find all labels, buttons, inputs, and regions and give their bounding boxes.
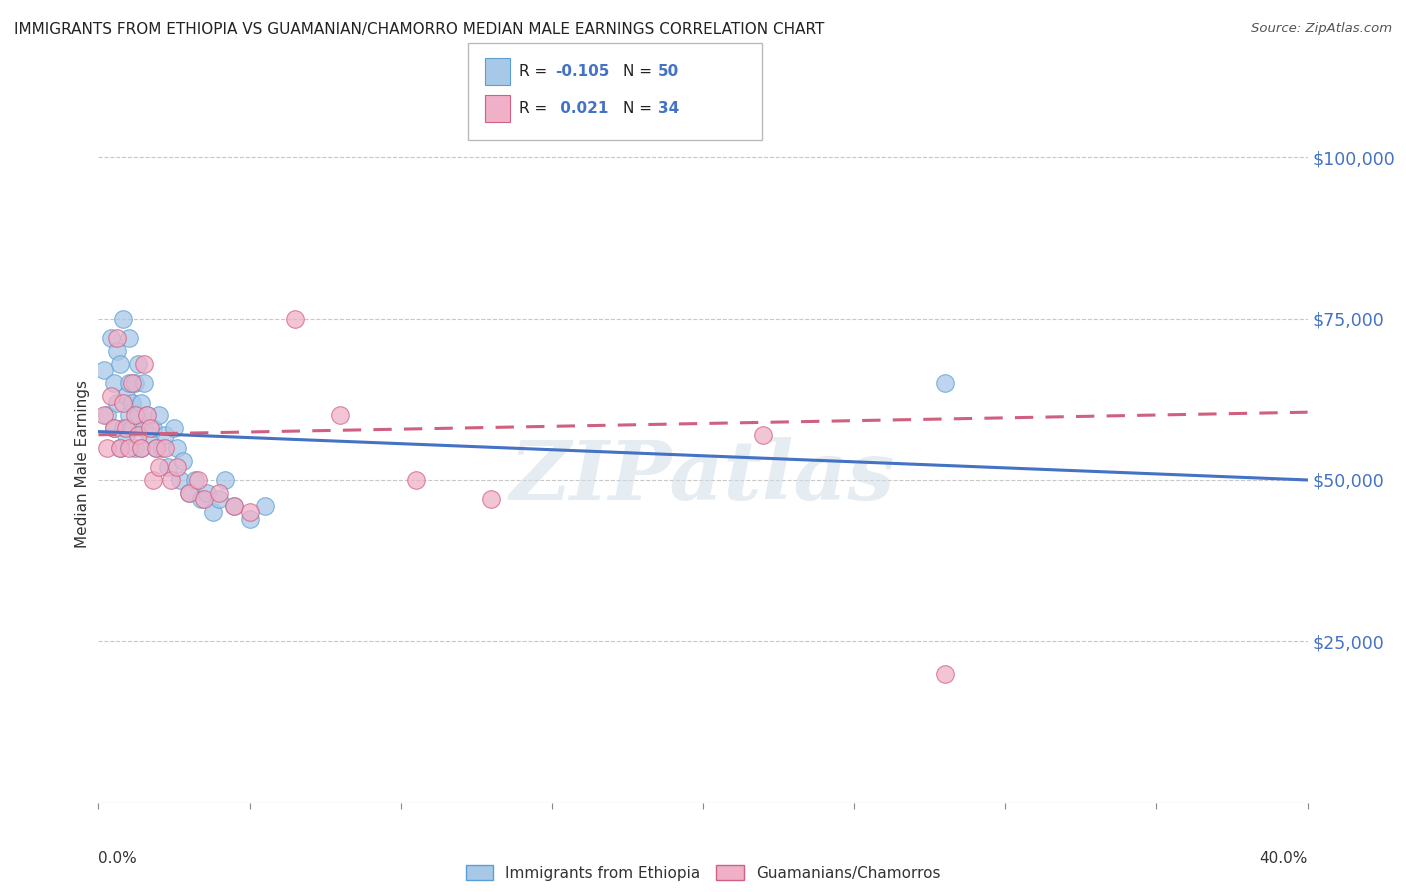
Point xyxy=(934,376,956,391)
Point xyxy=(148,409,170,423)
Point xyxy=(93,363,115,377)
Text: N =: N = xyxy=(623,102,657,116)
Point xyxy=(166,441,188,455)
Point xyxy=(129,395,152,409)
Point xyxy=(103,376,125,391)
Legend: Immigrants from Ethiopia, Guamanians/Chamorros: Immigrants from Ethiopia, Guamanians/Cha… xyxy=(460,858,946,887)
Point xyxy=(129,441,152,455)
Point xyxy=(156,460,179,475)
Point xyxy=(145,441,167,455)
Text: R =: R = xyxy=(519,102,553,116)
Point xyxy=(145,441,167,455)
Point xyxy=(163,421,186,435)
Point xyxy=(253,499,276,513)
Point xyxy=(208,486,231,500)
Point xyxy=(153,441,176,455)
Point xyxy=(121,395,143,409)
Point xyxy=(135,409,157,423)
Point xyxy=(1386,473,1406,487)
Text: N =: N = xyxy=(623,64,657,78)
Point xyxy=(118,409,141,423)
Text: R =: R = xyxy=(519,64,553,78)
Point xyxy=(105,395,128,409)
Point xyxy=(114,427,136,442)
Point xyxy=(132,376,155,391)
Point xyxy=(934,666,956,681)
Point xyxy=(193,492,215,507)
Point xyxy=(132,421,155,435)
Text: 40.0%: 40.0% xyxy=(1260,851,1308,866)
Point xyxy=(93,409,115,423)
Point xyxy=(184,473,207,487)
Point xyxy=(100,331,122,345)
Point xyxy=(148,460,170,475)
Point xyxy=(405,473,427,487)
Point xyxy=(752,427,775,442)
Text: 50: 50 xyxy=(658,64,679,78)
Point xyxy=(187,473,209,487)
Point xyxy=(96,441,118,455)
Point xyxy=(96,409,118,423)
Point xyxy=(150,441,173,455)
Point xyxy=(114,421,136,435)
Point xyxy=(202,505,225,519)
Point xyxy=(121,421,143,435)
Point xyxy=(139,421,162,435)
Point xyxy=(105,343,128,358)
Point xyxy=(190,492,212,507)
Point xyxy=(142,473,165,487)
Point xyxy=(329,409,352,423)
Point xyxy=(111,311,134,326)
Point xyxy=(195,486,218,500)
Point xyxy=(135,409,157,423)
Text: ZIPatlas: ZIPatlas xyxy=(510,437,896,517)
Text: -0.105: -0.105 xyxy=(555,64,610,78)
Point xyxy=(284,311,307,326)
Point xyxy=(132,357,155,371)
Point xyxy=(105,331,128,345)
Point xyxy=(166,460,188,475)
Point xyxy=(481,492,503,507)
Point xyxy=(118,376,141,391)
Point xyxy=(239,512,262,526)
Point xyxy=(208,492,231,507)
Point xyxy=(108,357,131,371)
Point xyxy=(172,453,194,467)
Point xyxy=(108,441,131,455)
Text: 0.0%: 0.0% xyxy=(98,851,138,866)
Point xyxy=(179,486,201,500)
Text: 0.021: 0.021 xyxy=(555,102,609,116)
Point xyxy=(139,427,162,442)
Point xyxy=(121,376,143,391)
Text: Source: ZipAtlas.com: Source: ZipAtlas.com xyxy=(1251,22,1392,36)
Text: 34: 34 xyxy=(658,102,679,116)
Point xyxy=(129,441,152,455)
Point xyxy=(103,421,125,435)
Point xyxy=(224,499,246,513)
Point xyxy=(118,441,141,455)
Point xyxy=(118,331,141,345)
Point xyxy=(169,473,191,487)
Point xyxy=(124,409,146,423)
Point xyxy=(142,421,165,435)
Point xyxy=(127,357,149,371)
Point xyxy=(114,389,136,403)
Point xyxy=(179,486,201,500)
Point xyxy=(224,499,246,513)
Point xyxy=(111,421,134,435)
Point xyxy=(160,473,183,487)
Point xyxy=(127,409,149,423)
Point xyxy=(108,441,131,455)
Point xyxy=(127,427,149,442)
Y-axis label: Median Male Earnings: Median Male Earnings xyxy=(75,380,90,548)
Point xyxy=(239,505,262,519)
Point xyxy=(111,395,134,409)
Point xyxy=(103,421,125,435)
Point xyxy=(153,427,176,442)
Point xyxy=(214,473,236,487)
Point xyxy=(124,376,146,391)
Text: IMMIGRANTS FROM ETHIOPIA VS GUAMANIAN/CHAMORRO MEDIAN MALE EARNINGS CORRELATION : IMMIGRANTS FROM ETHIOPIA VS GUAMANIAN/CH… xyxy=(14,22,824,37)
Point xyxy=(100,389,122,403)
Point xyxy=(124,441,146,455)
